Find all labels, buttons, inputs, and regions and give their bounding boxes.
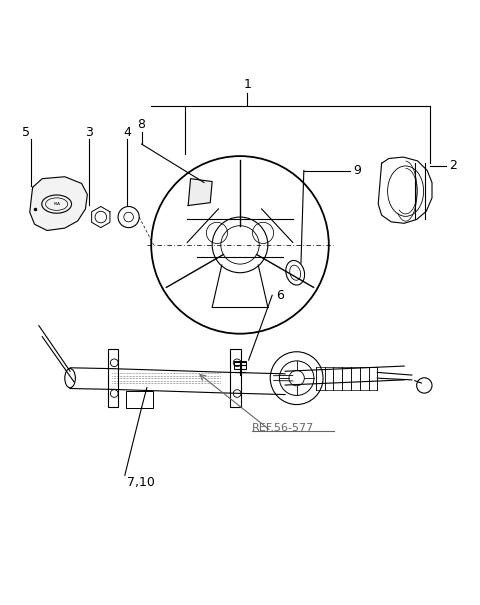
Bar xyxy=(234,361,246,368)
Text: KIA: KIA xyxy=(53,202,60,206)
Text: 8: 8 xyxy=(138,119,145,131)
Bar xyxy=(108,349,118,407)
Polygon shape xyxy=(30,177,87,231)
Text: 6: 6 xyxy=(276,289,284,302)
Text: 1: 1 xyxy=(243,77,251,91)
Text: 5: 5 xyxy=(22,126,30,139)
Text: 9: 9 xyxy=(353,164,360,177)
Bar xyxy=(126,391,153,408)
Bar xyxy=(230,349,241,407)
Text: 3: 3 xyxy=(85,126,93,139)
Text: REF.56-577: REF.56-577 xyxy=(252,424,314,433)
Text: 7,10: 7,10 xyxy=(127,476,155,489)
Text: 4: 4 xyxy=(123,126,131,139)
Text: 2: 2 xyxy=(449,159,456,172)
Polygon shape xyxy=(188,178,212,206)
